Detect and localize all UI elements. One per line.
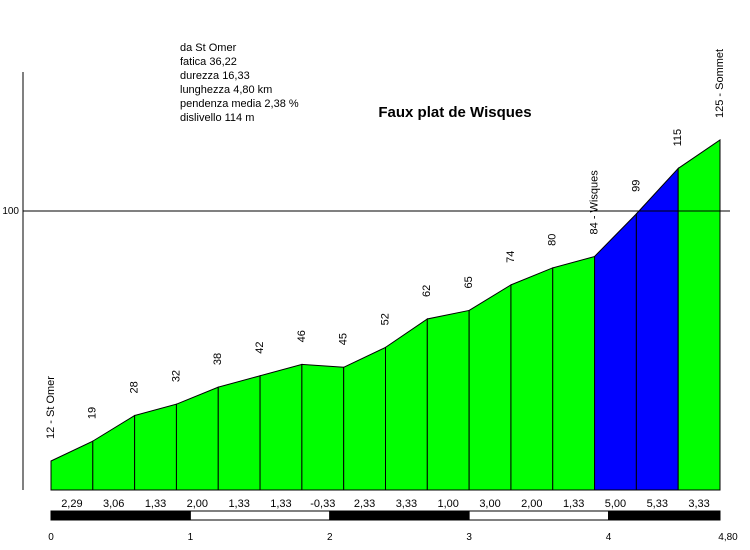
profile-segments	[50, 139, 721, 491]
gradient-label: 1,33	[563, 498, 584, 510]
elevation-label: 65	[463, 276, 475, 288]
gradient-label: 1,00	[438, 498, 459, 510]
elevation-label: 32	[170, 370, 182, 382]
profile-segment	[635, 167, 679, 491]
elevation-label: 42	[254, 342, 266, 354]
elevation-label: 28	[129, 381, 141, 393]
gradient-labels: 2,29 3,06 1,33 2,00 1,33 1,33 -0,33 2,33 3,33 1,0…	[61, 498, 710, 510]
info-line: pendenza media 2,38 %	[180, 98, 299, 110]
gradient-label: 3,06	[103, 498, 124, 510]
profile-segment	[92, 414, 136, 491]
profile-segment	[50, 440, 94, 491]
gradient-label: 1,33	[228, 498, 249, 510]
gradient-label: 3,00	[479, 498, 500, 510]
profile-segment	[343, 346, 386, 491]
info-block: da St Omer fatica 36,22 durezza 16,33 lu…	[180, 42, 299, 124]
profile-segment	[552, 255, 596, 491]
x-tick-label: 2	[327, 532, 333, 543]
profile-segment	[510, 267, 554, 491]
gradient-label: 3,33	[396, 498, 417, 510]
elevation-label: 125 - Sommet	[714, 49, 726, 118]
gradient-label: -0,33	[310, 498, 335, 510]
elevation-label: 12 - St Omer	[45, 376, 57, 439]
scale-bar-segment	[608, 510, 721, 521]
profile-segment	[217, 375, 261, 491]
y-reference-label: 100	[2, 206, 19, 217]
scale-bar-segment	[189, 510, 331, 521]
profile-segment	[175, 386, 219, 491]
elevation-label: 45	[338, 333, 350, 345]
x-tick-label: 3	[466, 532, 472, 543]
profile-segment	[385, 318, 428, 491]
info-line: da St Omer	[180, 42, 237, 54]
profile-segment	[426, 309, 470, 491]
gradient-label: 2,00	[521, 498, 542, 510]
profile-segment	[134, 403, 177, 491]
elevation-label: 62	[421, 285, 433, 297]
scale-bar-segment	[50, 510, 191, 521]
reference-line-group: 100	[2, 206, 730, 217]
gradient-label: 2,29	[61, 498, 82, 510]
scale-bar-segment	[329, 510, 470, 521]
x-tick-label: 4,80	[718, 532, 738, 543]
profile-segment	[468, 283, 512, 491]
distance-scale-bar	[50, 510, 721, 521]
gradient-label: 1,33	[270, 498, 291, 510]
info-line: lunghezza 4,80 km	[180, 84, 272, 96]
scale-bar-segment	[468, 510, 609, 521]
elevation-label: 46	[296, 330, 308, 342]
profile-segment	[301, 363, 345, 491]
x-axis-ticks: 0 1 2 3 4 4,80	[48, 532, 738, 543]
gradient-label: 5,00	[605, 498, 626, 510]
elevation-label: 38	[212, 353, 224, 365]
elevation-label: 80	[547, 234, 559, 246]
gradient-label: 5,33	[647, 498, 668, 510]
elevation-label: 52	[379, 313, 391, 325]
elevation-labels: 12 - St Omer 19 28 32 38 42 46 45 52 62 65 74 80 84 -…	[45, 49, 726, 439]
gradient-label: 2,00	[187, 498, 208, 510]
elevation-label: 84 - Wisques	[588, 170, 600, 235]
x-tick-label: 4	[606, 532, 612, 543]
info-line: fatica 36,22	[180, 56, 237, 68]
gradient-label: 3,33	[688, 498, 709, 510]
x-tick-label: 1	[188, 532, 194, 543]
elevation-label: 19	[87, 407, 99, 419]
elevation-label: 115	[672, 129, 684, 147]
elevation-label: 74	[505, 251, 517, 263]
info-line: dislivello 114 m	[180, 112, 254, 124]
x-tick-label: 0	[48, 532, 54, 543]
profile-segment	[259, 363, 303, 491]
profile-segment	[594, 212, 637, 491]
profile-segment	[677, 139, 721, 491]
gradient-label: 1,33	[145, 498, 166, 510]
elevation-label: 99	[630, 180, 642, 192]
chart-title: Faux plat de Wisques	[378, 104, 531, 121]
gradient-label: 2,33	[354, 498, 375, 510]
info-line: durezza 16,33	[180, 70, 250, 82]
